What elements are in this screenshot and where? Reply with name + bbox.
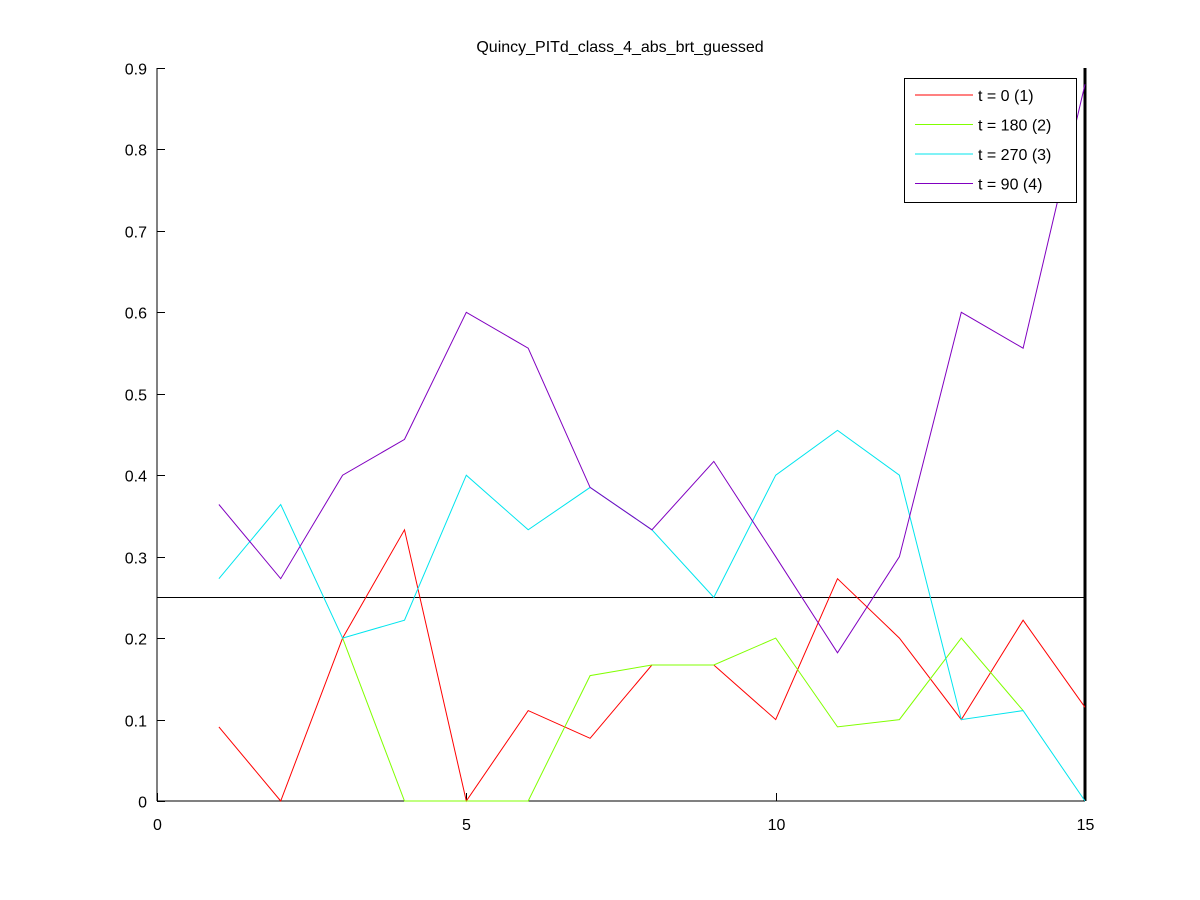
series-line-4 <box>218 84 1086 654</box>
chart-title: Quincy_PITd_class_4_abs_brt_guessed <box>476 39 763 56</box>
legend-label: t = 180 (2) <box>978 118 1051 135</box>
x-tick-label: 10 <box>768 817 786 834</box>
y-tick-label: 0.5 <box>125 388 147 405</box>
series-lines <box>218 84 1086 803</box>
y-tick-label: 0.2 <box>125 632 147 649</box>
y-tick-label: 0.8 <box>125 143 147 160</box>
y-tick-label: 0 <box>138 795 147 812</box>
y-tick-label: 0.6 <box>125 306 147 323</box>
axes: 0 0.1 0.2 0.3 0.4 0.5 0.6 0.7 0.8 0.9 0 5 10 15 <box>125 62 1095 835</box>
x-tick-label: 15 <box>1077 817 1095 834</box>
legend-label: t = 270 (3) <box>978 147 1051 164</box>
legend-label: t = 90 (4) <box>978 177 1042 194</box>
legend: t = 0 (1) t = 180 (2) t = 270 (3) t = 90 (4… <box>904 78 1077 203</box>
series-line-3 <box>218 429 1086 802</box>
y-tick-label: 0.7 <box>125 225 147 242</box>
y-tick-label: 0.1 <box>125 714 147 731</box>
x-tick-label: 0 <box>153 817 162 834</box>
series-line-2 <box>342 637 1024 802</box>
y-tick-label: 0.9 <box>125 62 147 79</box>
y-tick-label: 0.4 <box>125 469 147 486</box>
legend-box <box>904 78 1077 203</box>
x-tick-label: 5 <box>462 817 471 834</box>
legend-label: t = 0 (1) <box>978 88 1034 105</box>
y-tick-label: 0.3 <box>125 551 147 568</box>
